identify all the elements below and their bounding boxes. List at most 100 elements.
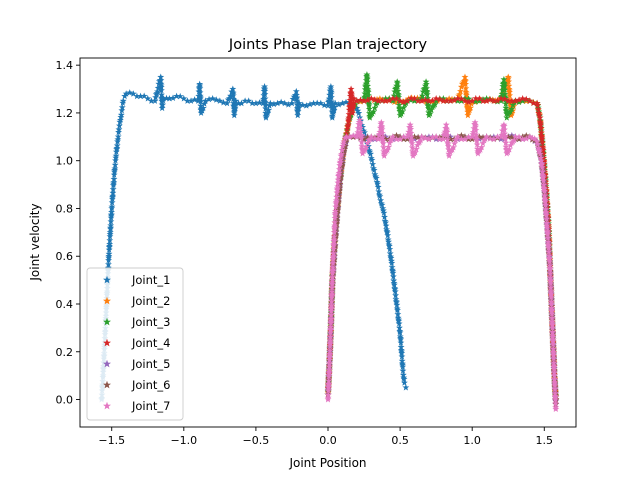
trajectory-marker — [531, 135, 539, 142]
trajectory-marker — [465, 98, 473, 105]
trajectory-marker — [326, 356, 333, 364]
data-point — [461, 97, 469, 104]
trajectory-marker — [326, 347, 334, 354]
legend-marker — [103, 296, 111, 305]
trajectory-marker — [467, 104, 474, 111]
trajectory-marker — [348, 95, 356, 102]
data-point — [396, 135, 404, 143]
trajectory-marker — [549, 345, 557, 352]
trajectory-marker — [382, 222, 390, 229]
trajectory-marker — [380, 143, 387, 151]
trajectory-marker — [425, 104, 432, 112]
trajectory-marker — [537, 154, 545, 162]
legend-label: Joint_5 — [131, 357, 171, 371]
trajectory-marker — [294, 107, 302, 115]
trajectory-marker — [331, 248, 338, 255]
data-point — [432, 95, 440, 102]
trajectory-marker — [423, 84, 430, 92]
trajectory-marker — [333, 189, 341, 196]
trajectory-marker — [538, 161, 546, 168]
trajectory-marker — [391, 288, 399, 295]
data-point — [418, 97, 426, 104]
trajectory-marker — [501, 95, 509, 103]
trajectory-marker — [386, 245, 394, 253]
trajectory-marker — [349, 101, 357, 109]
trajectory-marker — [411, 148, 419, 156]
trajectory-marker — [235, 99, 243, 107]
trajectory-marker — [534, 105, 542, 113]
data-point — [512, 133, 519, 140]
data-point — [106, 228, 114, 236]
trajectory-marker — [508, 105, 516, 112]
trajectory-marker — [541, 191, 549, 199]
trajectory-marker — [534, 140, 542, 148]
trajectory-marker — [327, 325, 335, 333]
data-point — [519, 135, 527, 143]
trajectory-marker — [349, 132, 357, 139]
trajectory-marker — [423, 90, 431, 98]
trajectory-marker — [334, 183, 342, 190]
legend-entry: Joint_5 — [103, 357, 171, 371]
trajectory-marker — [393, 95, 400, 102]
trajectory-marker — [498, 90, 506, 98]
trajectory-marker — [361, 90, 369, 97]
trajectory-marker — [394, 310, 402, 318]
trajectory-marker — [400, 375, 408, 383]
trajectory-marker — [552, 399, 559, 407]
data-point — [360, 97, 368, 104]
trajectory-marker — [479, 139, 487, 147]
trajectory-marker — [361, 85, 369, 93]
trajectory-marker — [429, 133, 436, 141]
trajectory-marker — [536, 148, 543, 155]
trajectory-marker — [393, 298, 400, 306]
trajectory-marker — [114, 133, 122, 140]
x-axis: −1.5 −1.0 −0.5 0.0 0.5 1.0 1.5 — [98, 427, 553, 447]
trajectory-marker — [371, 104, 379, 111]
data-point — [274, 99, 281, 107]
x-axis-label: Joint Position — [288, 456, 366, 470]
trajectory-marker — [176, 92, 184, 100]
trajectory-marker — [256, 99, 263, 106]
trajectory-marker — [362, 143, 370, 151]
trajectory-marker — [327, 307, 335, 315]
trajectory-marker — [366, 148, 374, 155]
trajectory-marker — [417, 136, 425, 144]
trajectory-marker — [157, 86, 165, 94]
data-point — [375, 97, 382, 104]
data-point — [442, 121, 450, 128]
trajectory-marker — [505, 145, 513, 153]
trajectory-marker — [462, 91, 470, 98]
trajectory-marker — [392, 291, 400, 299]
trajectory-marker — [399, 107, 406, 115]
trajectory-marker — [472, 131, 480, 138]
trajectory-marker — [550, 365, 558, 372]
data-point — [490, 97, 498, 104]
trajectory-marker — [545, 244, 553, 251]
trajectory-marker — [355, 109, 363, 117]
trajectory-marker — [505, 82, 513, 89]
trajectory-marker — [336, 161, 344, 169]
data-point — [144, 95, 152, 102]
trajectory-marker — [197, 95, 204, 102]
trajectory-marker — [330, 233, 338, 240]
trajectory-marker — [261, 90, 269, 98]
trajectory-marker — [388, 135, 396, 143]
trajectory-marker — [387, 254, 395, 262]
trajectory-marker — [339, 140, 347, 147]
trajectory-marker — [338, 150, 345, 158]
trajectory-marker — [509, 101, 517, 108]
trajectory-marker — [364, 139, 371, 147]
trajectory-marker — [456, 90, 463, 98]
data-point — [490, 135, 498, 143]
trajectory-marker — [546, 266, 554, 273]
trajectory-marker — [549, 324, 556, 331]
trajectory-marker — [109, 189, 117, 196]
trajectory-marker — [363, 75, 371, 82]
trajectory-marker — [389, 269, 397, 276]
trajectory-marker — [457, 87, 464, 95]
trajectory-marker — [154, 84, 162, 92]
trajectory-marker — [499, 127, 506, 134]
trajectory-marker — [465, 133, 473, 141]
trajectory-marker — [548, 314, 556, 322]
data-point — [497, 135, 505, 143]
